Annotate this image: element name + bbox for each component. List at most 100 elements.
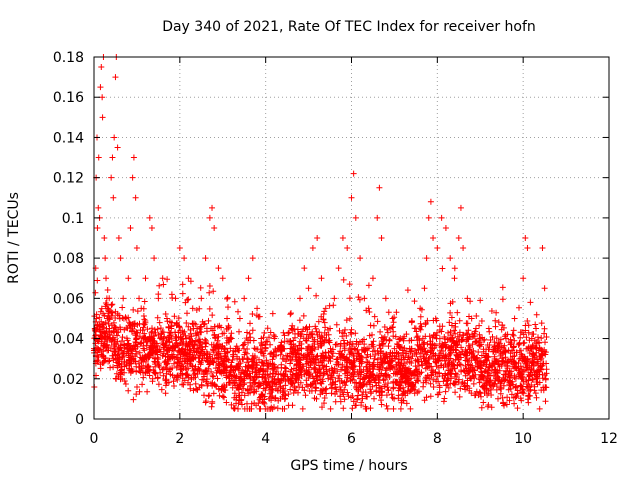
data-point: [288, 325, 295, 332]
data-point: [369, 275, 376, 282]
data-point: [408, 345, 415, 352]
data-point: [202, 255, 209, 262]
data-point: [151, 255, 158, 262]
data-point: [262, 345, 269, 352]
data-point: [524, 245, 531, 252]
data-point: [365, 305, 372, 312]
data-point: [434, 245, 441, 252]
data-point: [236, 315, 243, 322]
x-axis-label: GPS time / hours: [290, 458, 407, 474]
data-point: [194, 325, 200, 332]
data-point: [528, 335, 535, 342]
data-point: [106, 325, 113, 332]
data-point: [352, 214, 359, 221]
data-point: [99, 94, 106, 101]
y-tick-label: 0.04: [53, 332, 84, 348]
data-point: [189, 305, 196, 312]
data-point: [331, 295, 338, 302]
data-point: [309, 245, 316, 252]
data-point: [344, 245, 351, 252]
data-point: [163, 315, 170, 322]
data-point: [112, 74, 119, 81]
data-point: [146, 214, 153, 221]
data-point: [111, 134, 118, 141]
data-point: [421, 285, 428, 292]
y-axis-label: ROTI / TECUs: [6, 192, 22, 284]
data-point: [159, 275, 166, 282]
data-point: [430, 235, 437, 241]
data-point: [125, 275, 132, 282]
data-point: [503, 335, 509, 342]
data-point: [258, 335, 265, 342]
data-point: [520, 275, 527, 282]
data-point: [224, 315, 231, 322]
y-tick-label: 0.06: [53, 291, 84, 307]
data-points: [91, 54, 548, 352]
data-point: [477, 335, 484, 342]
data-point: [99, 114, 106, 121]
data-point: [378, 235, 385, 241]
data-point: [350, 170, 357, 177]
data-point: [442, 224, 449, 231]
data-point: [472, 325, 479, 332]
data-point: [271, 335, 278, 342]
y-tick-label: 0.14: [53, 130, 84, 146]
data-point: [387, 325, 394, 332]
data-point: [138, 305, 145, 312]
data-point: [108, 174, 115, 181]
density-band: [91, 265, 550, 412]
x-tick-label: 10: [514, 431, 532, 447]
data-point: [105, 315, 112, 322]
data-point: [102, 255, 109, 262]
x-tick-label: 0: [90, 431, 99, 447]
data-point: [127, 224, 134, 231]
axis-ticks: 0 2 4 6 8 10 12 0 0.02 0.04 0.06 0.08 0.1 0.12 0.14 0.1…: [53, 50, 618, 447]
x-tick-label: 4: [261, 431, 270, 447]
data-point: [357, 255, 364, 262]
data-point: [254, 305, 261, 312]
data-point: [494, 345, 501, 352]
x-tick-label: 12: [600, 431, 618, 447]
data-point: [185, 275, 192, 282]
data-point: [136, 295, 143, 302]
data-point: [95, 204, 102, 211]
data-point: [423, 255, 430, 262]
data-point: [348, 194, 355, 201]
data-point: [382, 295, 389, 302]
chart-title: Day 340 of 2021, Rate Of TEC Index for r…: [162, 19, 536, 35]
data-point: [117, 255, 124, 262]
data-point: [297, 295, 303, 302]
data-point: [412, 325, 419, 332]
x-tick-label: 8: [433, 431, 442, 447]
data-point: [322, 305, 329, 312]
data-point: [533, 325, 540, 332]
data-point: [176, 245, 183, 252]
data-point: [335, 265, 342, 272]
data-point: [339, 235, 346, 241]
y-tick-label: 0: [75, 412, 84, 428]
data-point: [232, 345, 239, 352]
data-point: [95, 154, 102, 161]
data-point: [103, 295, 110, 302]
data-point: [123, 315, 130, 322]
data-point: [314, 235, 321, 241]
data-point: [155, 295, 162, 302]
data-point: [109, 154, 116, 161]
roti-dense-cloud: [91, 265, 550, 412]
data-point: [245, 275, 252, 282]
data-point: [279, 345, 286, 352]
data-point: [485, 325, 492, 332]
data-point: [447, 255, 454, 262]
data-point: [181, 255, 188, 262]
data-point: [374, 214, 381, 221]
data-point: [391, 345, 398, 352]
data-point: [376, 184, 383, 191]
data-point: [468, 315, 475, 322]
data-point: [98, 64, 105, 71]
data-point: [541, 285, 548, 292]
data-point: [168, 325, 175, 332]
data-point: [241, 295, 248, 302]
data-point: [400, 335, 406, 342]
data-point: [115, 235, 122, 241]
data-point: [427, 198, 434, 205]
